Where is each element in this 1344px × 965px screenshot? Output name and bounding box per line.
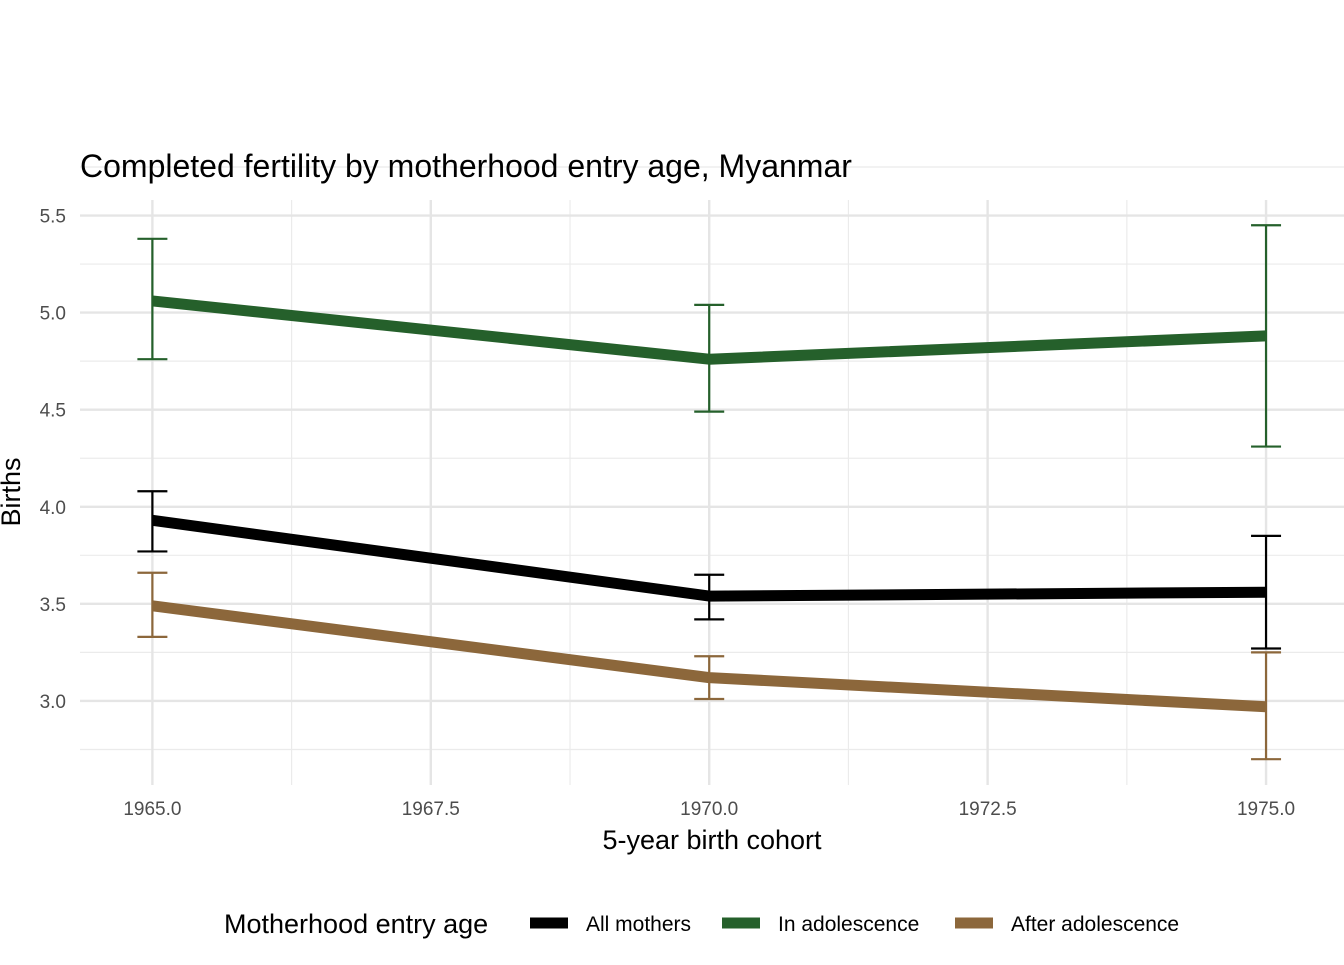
y-tick-label: 5.0 [40, 304, 66, 325]
series-group [137, 224, 1282, 761]
grid [80, 166, 1344, 785]
x-tick-label: 1970.0 [680, 799, 738, 820]
axes: 3.0 3.5 4.0 4.5 5.0 5.5 1965.0 1967.5 1970.0 1972… [40, 207, 1296, 820]
legend-label: After adolescence [1011, 913, 1179, 936]
y-tick-label: 5.5 [40, 207, 66, 228]
x-tick-label: 1975.0 [1237, 799, 1295, 820]
y-tick-label: 4.5 [40, 401, 66, 422]
x-tick-label: 1965.0 [123, 799, 181, 820]
x-tick-label: 1967.5 [402, 799, 460, 820]
x-axis-label: 5-year birth cohort [602, 825, 822, 855]
chart-title: Completed fertility by motherhood entry … [80, 148, 852, 184]
legend-label: In adolescence [778, 913, 919, 936]
legend-title: Motherhood entry age [224, 909, 488, 939]
y-axis-label: Births [0, 457, 26, 526]
legend: Motherhood entry age All mothers In adoles… [224, 909, 1179, 939]
legend-label: All mothers [586, 913, 691, 936]
y-tick-label: 4.0 [40, 498, 66, 519]
y-tick-label: 3.0 [40, 692, 66, 713]
y-tick-label: 3.5 [40, 595, 66, 616]
x-tick-label: 1972.5 [959, 799, 1017, 820]
